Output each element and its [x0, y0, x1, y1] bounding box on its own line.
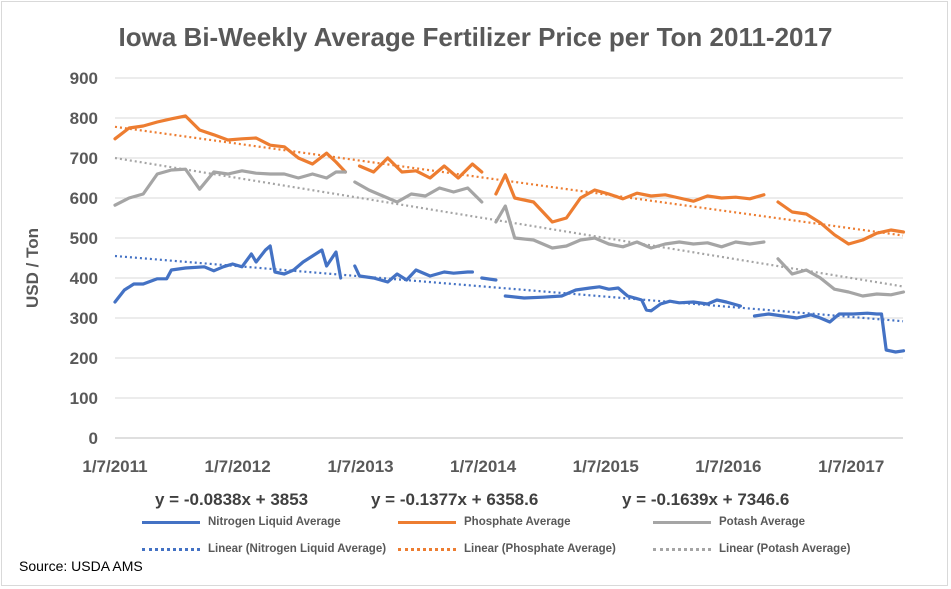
series-lines — [113, 114, 906, 354]
x-tick-labels: 1/7/2011 1/7/2012 1/7/2013 1/7/2014 1/7/2015… — [82, 457, 884, 476]
legend-swatch-nitrogen-linear — [142, 547, 200, 551]
x-tick-3: 1/7/2014 — [450, 457, 517, 476]
x-tick-6: 1/7/2017 — [818, 457, 884, 476]
y-tick-300: 300 — [70, 309, 98, 328]
legend-label-nitrogen-linear: Linear (Nitrogen Liquid Average) — [208, 543, 387, 555]
trendline-nitrogen — [114, 254, 904, 323]
legend-swatch-potash-linear — [653, 547, 711, 551]
legend-item-nitrogen-linear: Linear (Nitrogen Liquid Average) — [142, 540, 386, 558]
series-phosphate-segment-3 — [776, 200, 906, 246]
chart-title: Iowa Bi-Weekly Average Fertilizer Price … — [118, 22, 833, 52]
series-phosphate-segment-2 — [494, 173, 766, 224]
legend-item-nitrogen: Nitrogen Liquid Average — [142, 513, 341, 531]
legend-label-phosphate-linear: Linear (Phosphate Average) — [464, 543, 616, 555]
y-tick-900: 900 — [70, 69, 98, 88]
gridlines — [115, 77, 903, 439]
legend-item-phosphate-linear: Linear (Phosphate Average) — [398, 540, 616, 558]
equation-nitrogen: y = -0.0838x + 3853 — [155, 490, 309, 509]
equation-phosphate: y = -0.1377x + 6358.6 — [371, 490, 539, 509]
series-nitrogen-segment-2 — [480, 276, 498, 282]
series-phosphate-segment-1 — [357, 156, 484, 180]
legend-label-potash: Potash Average — [719, 516, 806, 528]
series-nitrogen-segment-0 — [113, 244, 343, 304]
series-phosphate-segment-0 — [113, 114, 347, 174]
legend-label-potash-linear: Linear (Potash Average) — [719, 543, 851, 555]
x-tick-2: 1/7/2013 — [327, 457, 393, 476]
y-tick-500: 500 — [70, 229, 98, 248]
trendline-potash — [114, 156, 904, 288]
series-nitrogen-segment-3 — [503, 285, 743, 313]
series-potash-segment-3 — [776, 257, 906, 298]
series-potash-segment-2 — [494, 204, 766, 250]
x-tick-4: 1/7/2015 — [573, 457, 639, 476]
y-tick-700: 700 — [70, 149, 98, 168]
y-tick-600: 600 — [70, 189, 98, 208]
y-tick-800: 800 — [70, 109, 98, 128]
trendlines — [114, 125, 904, 323]
series-nitrogen-segment-1 — [353, 264, 474, 284]
x-tick-5: 1/7/2016 — [695, 457, 761, 476]
source-note: Source: USDA AMS — [19, 558, 143, 574]
y-tick-0: 0 — [89, 429, 98, 448]
y-tick-labels: 0 100 200 300 400 500 600 700 800 900 — [70, 69, 98, 448]
equation-potash: y = -0.1639x + 7346.6 — [622, 490, 790, 509]
legend-swatch-potash — [653, 520, 711, 524]
legend-label-nitrogen: Nitrogen Liquid Average — [208, 516, 341, 528]
legend-item-phosphate: Phosphate Average — [398, 513, 571, 531]
legend-label-phosphate: Phosphate Average — [464, 516, 571, 528]
legend-swatch-phosphate — [398, 520, 456, 524]
y-tick-100: 100 — [70, 389, 98, 408]
series-nitrogen-segment-4 — [752, 311, 906, 354]
y-tick-200: 200 — [70, 349, 98, 368]
y-tick-400: 400 — [70, 269, 98, 288]
legend-swatch-nitrogen — [142, 520, 200, 524]
x-tick-0: 1/7/2011 — [82, 457, 147, 476]
series-potash-segment-0 — [113, 167, 347, 207]
x-tick-1: 1/7/2012 — [205, 457, 271, 476]
legend-item-potash-linear: Linear (Potash Average) — [653, 540, 850, 558]
legend-swatch-phosphate-linear — [398, 547, 456, 551]
legend-item-potash: Potash Average — [653, 513, 805, 531]
series-potash-segment-1 — [353, 180, 484, 204]
